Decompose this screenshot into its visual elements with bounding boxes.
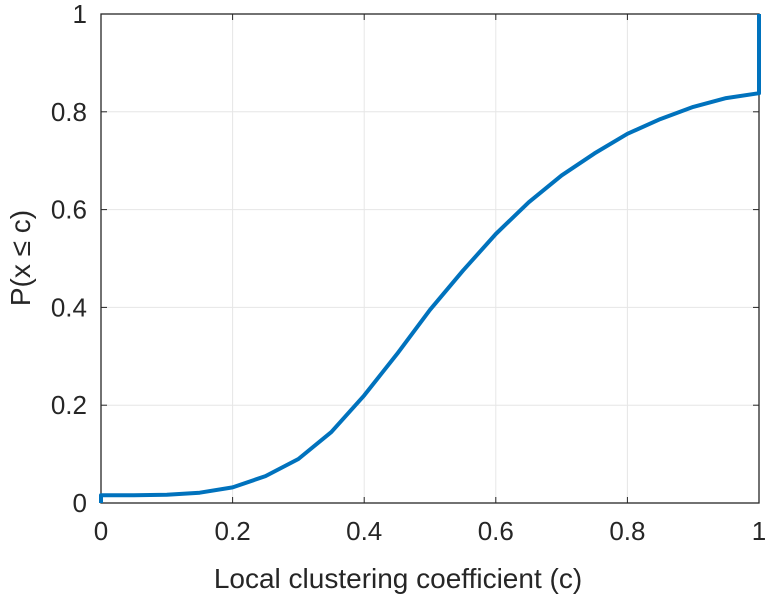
y-tick-label: 0 (73, 488, 87, 518)
cdf-line (99, 14, 761, 503)
y-tick-label: 0.4 (51, 292, 87, 322)
grid (100, 13, 760, 504)
x-tick-label: 0 (94, 516, 108, 546)
x-tick-label: 1 (752, 516, 766, 546)
x-tick-label: 0.8 (609, 516, 645, 546)
plot-box (100, 13, 760, 504)
axes (100, 13, 760, 504)
y-tick-label: 1 (73, 0, 87, 29)
y-tick-label: 0.2 (51, 390, 87, 420)
tick-labels: 0 0.2 0.4 0.6 0.8 1 0 0.2 0.4 0.6 0.8 1 (51, 0, 766, 546)
x-tick-label: 0.4 (346, 516, 382, 546)
y-axis-label: P(x ≤ c) (5, 210, 36, 306)
series (99, 14, 761, 503)
y-tick-label: 0.6 (51, 195, 87, 225)
x-tick-label: 0.2 (215, 516, 251, 546)
y-tick-label: 0.8 (51, 97, 87, 127)
x-axis-label: Local clustering coefficient (c) (214, 563, 582, 594)
x-tick-label: 0.6 (478, 516, 514, 546)
